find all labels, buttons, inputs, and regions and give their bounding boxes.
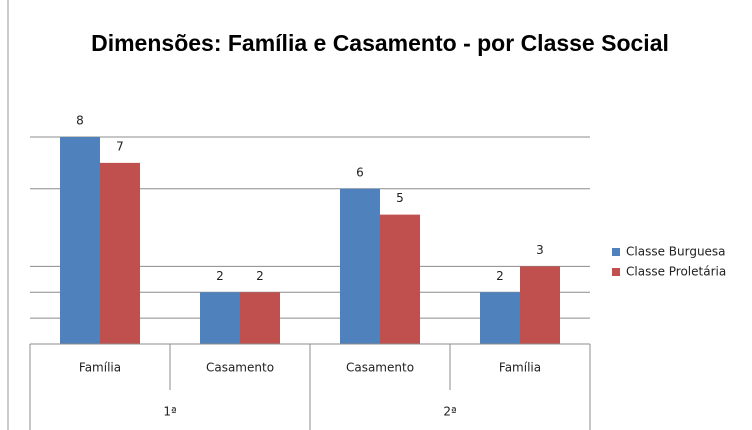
bar	[240, 292, 280, 344]
data-label: 6	[356, 165, 364, 179]
x-tick-label: Casamento	[346, 361, 414, 375]
data-label: 2	[496, 269, 504, 283]
data-label: 5	[396, 191, 404, 205]
data-label: 7	[116, 139, 124, 153]
bar	[520, 266, 560, 344]
legend-label: Classe Burguesa	[626, 245, 726, 259]
legend-label: Classe Proletária	[626, 265, 726, 279]
group-label: 1ª	[163, 405, 176, 419]
x-tick-label: Casamento	[206, 361, 274, 375]
data-label: 3	[536, 243, 544, 257]
data-label: 2	[216, 269, 224, 283]
bar	[380, 214, 420, 344]
data-label: 8	[76, 114, 84, 128]
x-tick-label: Família	[499, 361, 541, 375]
bar	[480, 292, 520, 344]
chart-title: Dimensões: Família e Casamento - por Cla…	[91, 30, 669, 56]
data-label: 2	[256, 269, 264, 283]
bar	[200, 292, 240, 344]
group-label: 2ª	[443, 405, 456, 419]
legend-swatch	[612, 248, 620, 256]
bar	[340, 188, 380, 344]
legend-swatch	[612, 268, 620, 276]
x-tick-label: Família	[79, 361, 121, 375]
bar	[60, 137, 100, 344]
bar	[100, 162, 140, 344]
